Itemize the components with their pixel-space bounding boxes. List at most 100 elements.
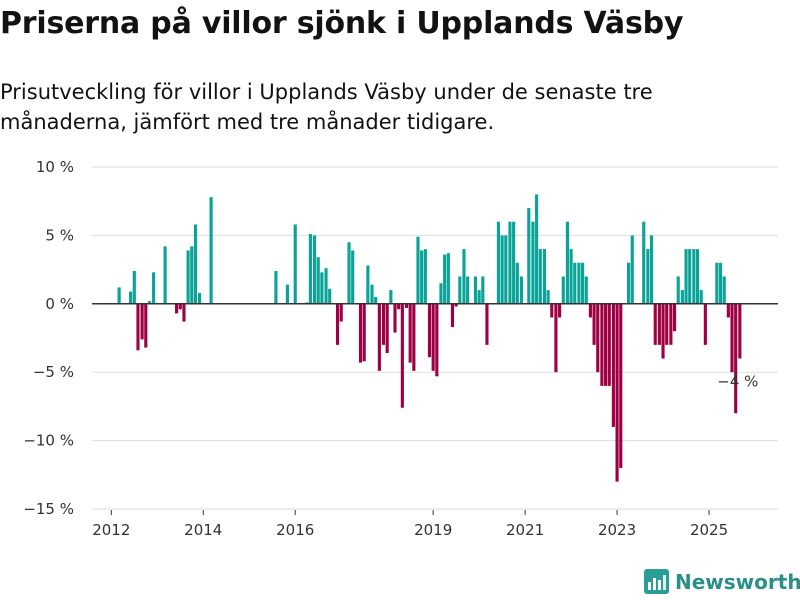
y-tick-label: 0 % xyxy=(45,295,74,313)
bar xyxy=(584,276,588,304)
bar xyxy=(193,224,198,304)
bar xyxy=(362,303,366,362)
bar xyxy=(175,303,179,314)
bar xyxy=(672,303,677,332)
bar xyxy=(117,287,121,304)
bar xyxy=(718,262,723,304)
bar xyxy=(423,249,427,304)
bar xyxy=(462,249,466,304)
bar xyxy=(389,290,393,304)
x-tick-label: 2019 xyxy=(414,521,452,539)
bar xyxy=(435,303,439,377)
page-title: Priserna på villor sjönk i Upplands Väsb… xyxy=(0,6,684,41)
grid-layer xyxy=(92,166,778,510)
x-tick-label: 2012 xyxy=(92,521,130,539)
bar xyxy=(504,235,508,304)
bar xyxy=(186,250,190,304)
newsworthy-logo: Newsworthy xyxy=(644,569,800,594)
y-tick-label: 10 % xyxy=(36,158,74,176)
x-tick-label: 2016 xyxy=(276,521,314,539)
bar xyxy=(527,208,531,304)
bar xyxy=(293,224,297,304)
bar xyxy=(738,303,742,359)
x-tick-label: 2025 xyxy=(690,521,728,539)
bar xyxy=(147,301,152,304)
annotation-layer: −4 % xyxy=(717,373,758,391)
bar xyxy=(320,272,324,304)
bar xyxy=(473,276,478,304)
bar xyxy=(519,276,524,304)
bar xyxy=(665,303,669,345)
bar xyxy=(626,262,631,304)
bar xyxy=(604,303,608,386)
last-value-label: −4 % xyxy=(717,373,758,391)
bar xyxy=(695,249,700,304)
bar xyxy=(538,249,542,304)
bar xyxy=(630,235,634,304)
bar xyxy=(335,303,340,345)
bars-layer xyxy=(117,194,742,482)
bar xyxy=(692,249,696,304)
bar xyxy=(500,235,504,304)
bar xyxy=(136,303,140,351)
bar xyxy=(588,303,592,318)
bar xyxy=(458,276,462,304)
bar xyxy=(198,292,202,304)
bar xyxy=(182,303,186,322)
bar xyxy=(431,303,435,371)
bar xyxy=(481,276,485,304)
bar xyxy=(274,270,278,304)
bar xyxy=(730,303,734,373)
bar xyxy=(152,272,156,304)
bar xyxy=(554,303,558,373)
bar xyxy=(669,303,673,345)
bar xyxy=(581,262,585,304)
bar xyxy=(607,303,611,386)
bar-chart-logo-icon xyxy=(644,569,669,594)
bar xyxy=(649,235,654,304)
bar xyxy=(688,249,692,304)
bar xyxy=(485,303,489,345)
bar xyxy=(512,221,516,304)
bar xyxy=(377,303,381,371)
bar xyxy=(163,246,167,304)
bar xyxy=(439,283,443,304)
bar xyxy=(596,303,600,373)
bar xyxy=(550,303,554,318)
bar xyxy=(412,303,416,371)
bar xyxy=(308,234,312,304)
bar xyxy=(561,276,565,304)
bar xyxy=(393,303,397,333)
y-tick-label: −5 % xyxy=(33,363,74,381)
bar xyxy=(190,246,194,304)
bar xyxy=(676,276,680,304)
bar xyxy=(508,221,512,304)
bar xyxy=(611,303,615,427)
bar xyxy=(209,197,213,304)
bar xyxy=(477,290,481,304)
bar xyxy=(531,221,535,304)
bar xyxy=(366,265,370,304)
x-tick-label: 2021 xyxy=(506,521,544,539)
bar xyxy=(569,249,573,304)
bar xyxy=(324,268,328,304)
bar xyxy=(699,290,703,304)
bar xyxy=(646,249,650,304)
bar xyxy=(443,254,447,304)
bar xyxy=(397,303,401,310)
bar xyxy=(385,303,389,354)
bar xyxy=(140,303,144,340)
bar xyxy=(374,296,378,304)
axis-layer: 10 % 5 % 0 % −5 % −10 % −15 % 2012 2014 2016 2019… xyxy=(23,158,778,539)
bar xyxy=(328,288,332,304)
x-tick-label: 2023 xyxy=(598,521,636,539)
bar xyxy=(680,290,684,304)
bar xyxy=(347,242,351,304)
bar xyxy=(592,303,596,345)
bar xyxy=(600,303,604,386)
bar xyxy=(400,303,404,408)
bar xyxy=(565,221,569,304)
bar xyxy=(466,276,470,304)
bar xyxy=(558,303,562,318)
